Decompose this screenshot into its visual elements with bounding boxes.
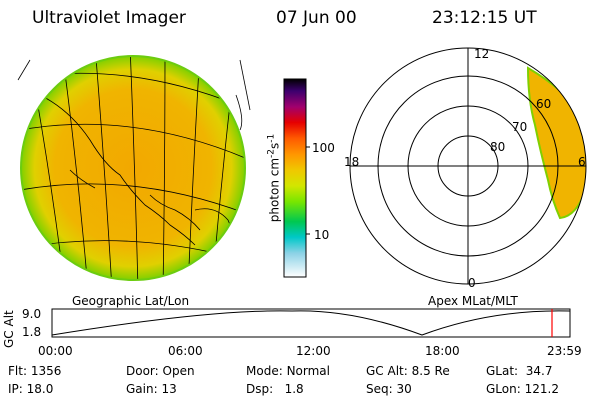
time-tick-0000: 00:00 xyxy=(38,344,73,358)
altitude-axis-label: GC Alt xyxy=(2,310,16,348)
globe-disk xyxy=(21,56,245,280)
gain-status: Gain: 13 xyxy=(126,382,177,396)
altitude-tick-high: 9.0 xyxy=(22,307,42,321)
mlt-label-12: 12 xyxy=(474,47,490,61)
left-panel-label: Geographic Lat/Lon xyxy=(72,294,190,308)
gc-alt-status: GC Alt: 8.5 Re xyxy=(366,364,450,378)
door-status: Door: Open xyxy=(126,364,195,378)
glat-status: GLat: 34.7 xyxy=(486,364,553,378)
flt-status: Flt: 1356 xyxy=(8,364,62,378)
app-title: Ultraviolet Imager xyxy=(32,8,186,28)
mlat-label-60: 60 xyxy=(536,97,552,111)
colorbar-tick-low: 10 xyxy=(314,228,330,242)
mode-status: Mode: Normal xyxy=(246,364,330,378)
mlt-label-6: 6 xyxy=(578,155,586,169)
time-tick-0600: 06:00 xyxy=(168,344,203,358)
time-tick-2359: 23:59 xyxy=(547,344,582,358)
glon-status: GLon: 121.2 xyxy=(486,382,559,396)
seq-status: Seq: 30 xyxy=(366,382,412,396)
mlat-label-70: 70 xyxy=(512,120,528,134)
auroral-emission-region xyxy=(526,66,586,220)
altitude-tick-low: 1.8 xyxy=(22,325,42,339)
ip-status: IP: 18.0 xyxy=(8,382,54,396)
colorbar-tick-high: 100 xyxy=(312,141,335,155)
mlat-label-80: 80 xyxy=(490,140,506,154)
time-tick-1200: 12:00 xyxy=(296,344,331,358)
colorbar xyxy=(283,78,310,278)
altitude-timeline xyxy=(51,308,571,338)
time-label: 23:12:15 UT xyxy=(432,8,537,28)
date-label: 07 Jun 00 xyxy=(276,8,357,28)
mlt-label-18: 18 xyxy=(344,155,360,169)
mlt-label-0: 0 xyxy=(468,276,476,290)
right-panel-label: Apex MLat/MLT xyxy=(428,294,518,308)
dsp-status: Dsp: 1.8 xyxy=(246,382,304,396)
time-tick-1800: 18:00 xyxy=(425,344,460,358)
